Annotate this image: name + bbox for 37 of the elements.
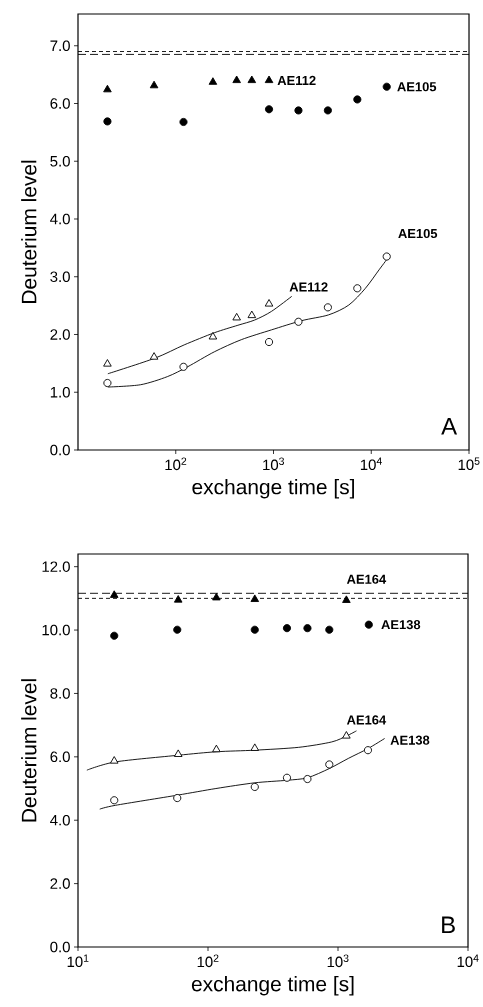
series-label: AE164 [346,574,387,584]
x-tick-label: 10$^{4}$ [360,457,382,471]
annotation: B [442,916,455,934]
x-tick-label: 10$^{5}$ [458,457,480,471]
y-tick-label: 8.0 [50,688,70,699]
y-tick-label: 2.0 [50,329,70,340]
x-tick-label: 10$^{2}$ [165,457,187,471]
annotation: A [441,418,458,435]
x-tick-label: 10$^{3}$ [327,954,349,968]
y-tick-label: 4.0 [50,213,70,225]
series-label: AE105 [397,82,437,92]
y-tick-label: 10.0 [42,624,70,636]
y-tick-label: 5.0 [50,155,70,167]
x-tick-label: 10$^{2}$ [197,954,219,968]
y-tick-label: 12.0 [42,561,70,572]
y-tick-label: 0.0 [50,444,70,456]
y-tick-label: 2.0 [50,878,70,889]
series-label: AE138 [381,620,421,630]
x-axis-title: exchange time [s] [192,479,354,499]
series-label: AE112 [289,282,328,292]
series-label: AE112 [277,75,316,85]
y-axis-title: Deuterium level [21,160,37,303]
y-tick-label: 6.0 [50,751,70,763]
x-tick-label: 10$^{3}$ [263,457,285,471]
x-tick-label: 10$^{1}$ [67,954,89,968]
series-label: AE105 [398,228,438,239]
y-tick-label: 1.0 [50,386,70,398]
series-label: AE164 [346,715,387,725]
y-tick-label: 3.0 [50,271,70,283]
x-axis-title: exchange time [s] [191,976,354,996]
y-tick-label: 6.0 [50,98,70,109]
y-tick-label: 4.0 [50,814,70,826]
y-tick-label: 0.0 [50,941,70,953]
y-tick-label: 7.0 [50,40,70,52]
x-tick-label: 10$^{4}$ [457,954,479,968]
y-axis-title: Deuterium level [21,679,37,822]
series-label: AE138 [390,735,430,745]
